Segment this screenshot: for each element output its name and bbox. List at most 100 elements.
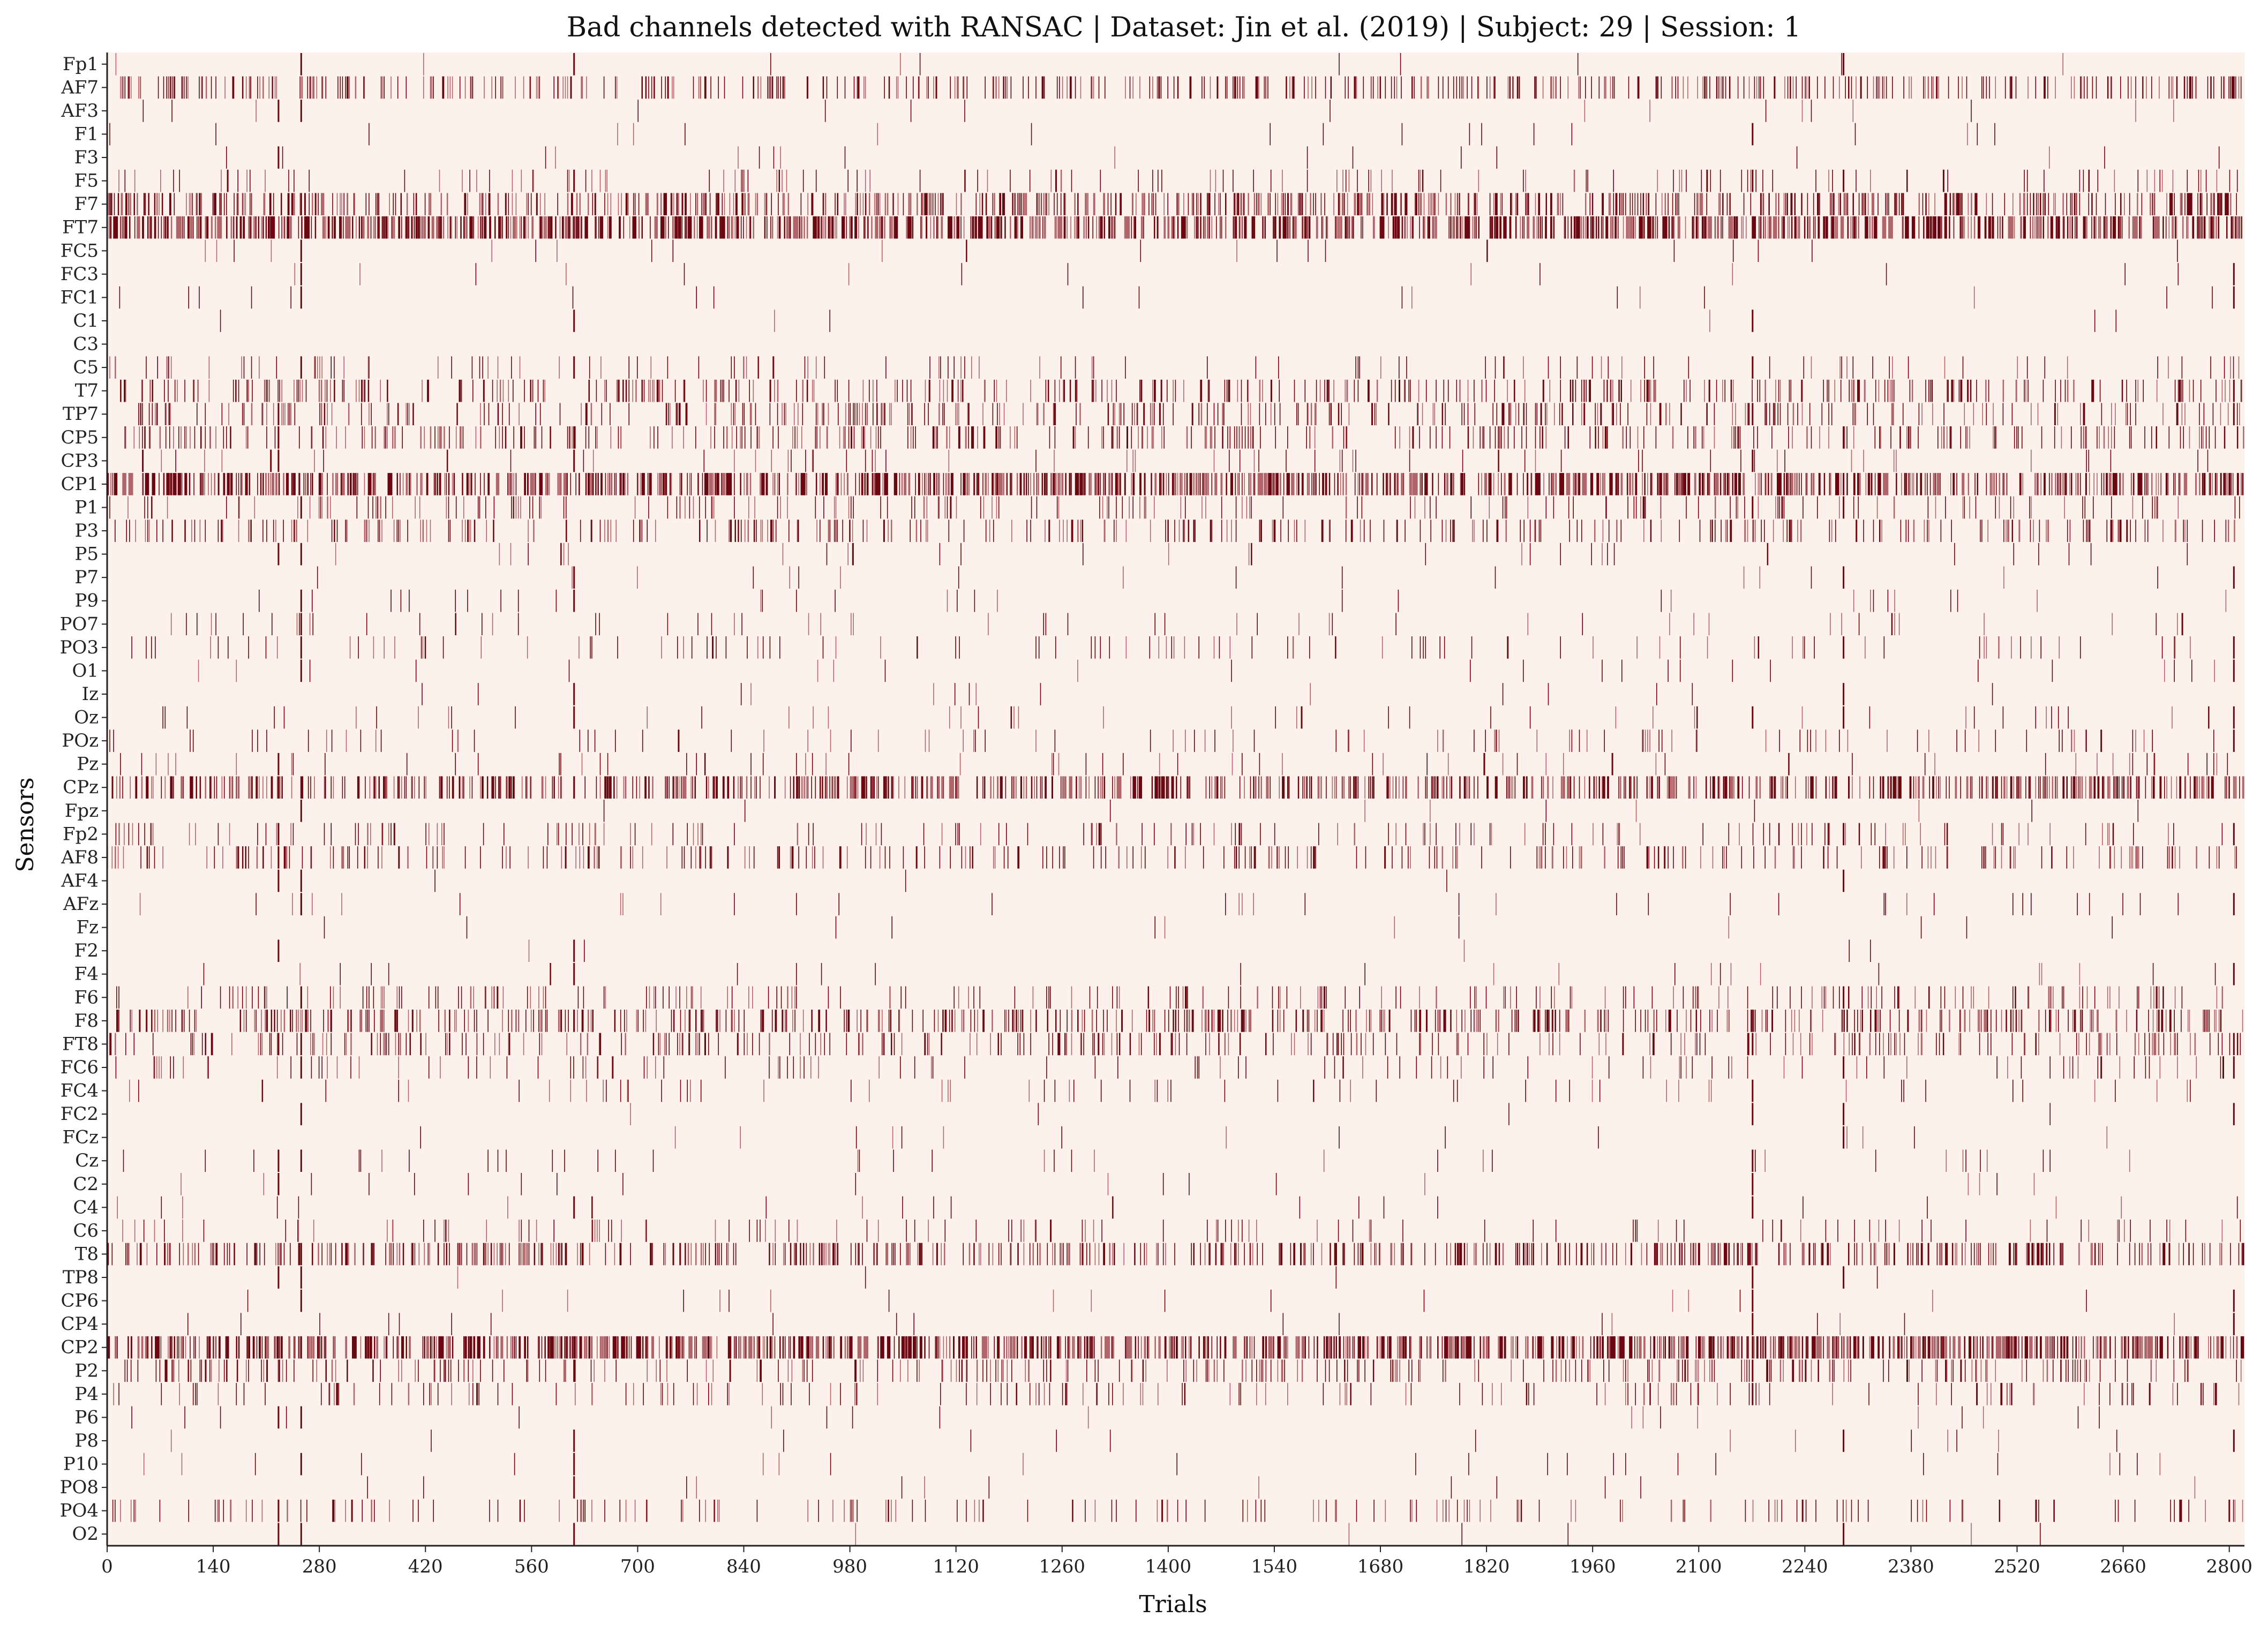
bad-trial-cell (546, 216, 547, 239)
bad-trial-cell (1509, 76, 1511, 99)
bad-trial-cell (979, 193, 981, 215)
bad-trial-cell (2173, 100, 2174, 122)
bad-trial-cell (385, 496, 386, 519)
bad-trial-cell (1927, 496, 1929, 519)
bad-trial-cell (1456, 76, 1458, 99)
bad-trial-cell (484, 379, 485, 402)
bad-trial-cell (1808, 76, 1810, 99)
bad-trial-cell (1854, 123, 1856, 146)
bad-trial-cell (1310, 683, 1311, 705)
bad-trial-cell (1790, 473, 1792, 495)
bad-trial-cell (1834, 216, 1836, 239)
bad-trial-cell (1459, 193, 1460, 215)
bad-trial-cell (1039, 356, 1040, 379)
bad-trial-cell (275, 473, 277, 495)
bad-trial-cell (1478, 216, 1480, 239)
bad-trial-cell (1871, 473, 1872, 495)
bad-trial-cell (1087, 193, 1088, 215)
bad-trial-cell (1406, 356, 1407, 379)
bad-trial-cell (2091, 379, 2094, 402)
bad-trial-cell (2176, 76, 2178, 99)
bad-trial-cell (769, 379, 771, 402)
bad-trial-cell (358, 379, 360, 402)
bad-trial-cell (1985, 379, 1987, 402)
bad-trial-cell (236, 216, 237, 239)
bad-trial-cell (2015, 76, 2017, 99)
bad-trial-cell (1992, 216, 1994, 239)
bad-trial-cell (1180, 496, 1182, 519)
bad-trial-cell (1025, 473, 1027, 495)
bad-trial-cell (1706, 193, 1707, 215)
bad-trial-cell (1777, 449, 1778, 472)
bad-trial-cell (497, 403, 499, 425)
bad-trial-cell (1548, 356, 1549, 379)
bad-trial-cell (314, 356, 316, 379)
bad-trial-cell (1514, 379, 1515, 402)
bad-trial-cell (930, 216, 932, 239)
bad-trial-cell (1668, 216, 1670, 239)
bad-trial-cell (1496, 520, 1499, 542)
bad-trial-cell (1769, 403, 1770, 425)
bad-trial-cell (939, 379, 941, 402)
bad-trial-cell (135, 776, 138, 799)
bad-trial-cell (1189, 76, 1192, 99)
bad-trial-cell (402, 426, 403, 449)
bad-trial-cell (1432, 473, 1433, 495)
bad-trial-cell (205, 216, 207, 239)
bad-trial-cell (820, 613, 821, 636)
bad-trial-cell (897, 379, 898, 402)
bad-trial-cell (1282, 496, 1284, 519)
bad-trial-cell (956, 216, 957, 239)
bad-trial-cell (2020, 216, 2022, 239)
bad-trial-cell (2057, 706, 2059, 729)
bad-trial-cell (1589, 379, 1590, 402)
bad-trial-cell (2022, 426, 2023, 449)
bad-trial-cell (1260, 520, 1261, 542)
bad-trial-cell (918, 76, 919, 99)
bad-trial-cell (585, 473, 587, 495)
bad-trial-cell (1012, 193, 1013, 215)
bad-trial-cell (1431, 193, 1433, 215)
bad-trial-cell (2059, 473, 2061, 495)
bad-trial-cell (588, 379, 590, 402)
bad-trial-cell (1967, 379, 1969, 402)
bad-trial-cell (2096, 76, 2097, 99)
bad-trial-cell (186, 613, 187, 636)
bad-trial-cell (1486, 239, 1488, 262)
bad-trial-cell (238, 379, 239, 402)
bad-trial-cell (815, 496, 816, 519)
bad-trial-cell (572, 426, 573, 449)
bad-trial-cell (1428, 76, 1429, 99)
bad-trial-cell (348, 76, 349, 99)
bad-trial-cell (1790, 473, 1791, 495)
bad-trial-cell (1871, 193, 1874, 215)
bad-trial-cell (1542, 216, 1543, 239)
bad-trial-cell (1108, 216, 1110, 239)
bad-trial-cell (892, 216, 893, 239)
bad-trial-cell (971, 356, 972, 379)
bad-trial-cell (272, 613, 273, 636)
bad-trial-cell (615, 520, 617, 542)
bad-trial-cell (1943, 169, 1944, 192)
bad-trial-cell (667, 356, 669, 379)
bad-trial-cell (1253, 473, 1254, 495)
bad-trial-cell (676, 403, 678, 425)
bad-trial-cell (1483, 426, 1484, 449)
bad-trial-cell (879, 216, 881, 239)
bad-trial-cell (1841, 53, 1842, 76)
bad-trial-cell (1498, 426, 1501, 449)
bad-trial-cell (523, 216, 525, 239)
bad-trial-cell (1628, 216, 1630, 239)
bad-trial-cell (2157, 356, 2158, 379)
bad-trial-cell (227, 169, 228, 192)
bad-trial-cell (230, 776, 232, 799)
bad-trial-cell (777, 403, 778, 425)
bad-trial-cell (309, 659, 311, 682)
bad-trial-cell (356, 706, 357, 729)
bad-trial-cell (1853, 496, 1854, 519)
bad-trial-cell (928, 193, 930, 215)
bad-trial-cell (451, 356, 452, 379)
bad-trial-cell (1400, 193, 1401, 215)
bad-trial-cell (168, 403, 170, 425)
bad-trial-cell (2009, 76, 2010, 99)
